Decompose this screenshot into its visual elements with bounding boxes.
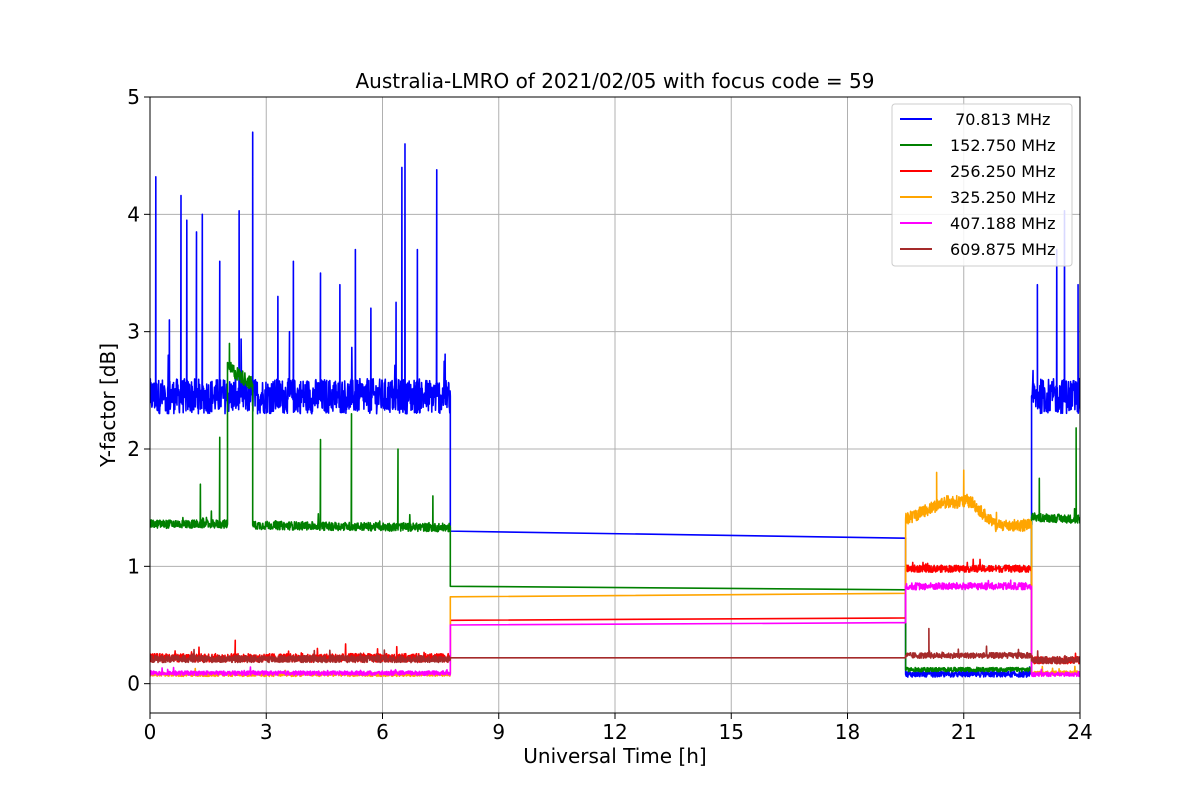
x-tick-label: 24 [1067, 720, 1092, 744]
y-tick-label: 2 [127, 437, 140, 461]
chart-title: Australia-LMRO of 2021/02/05 with focus … [355, 69, 874, 93]
x-tick-label: 9 [492, 720, 505, 744]
x-tick-label: 21 [951, 720, 976, 744]
legend-entry: 70.813 MHz [950, 110, 1050, 129]
series-layer [150, 131, 1080, 678]
y-tick-label: 4 [127, 202, 140, 226]
y-tick-label: 3 [127, 320, 140, 344]
x-axis-label: Universal Time [h] [523, 744, 706, 768]
series-line [150, 342, 1080, 673]
legend: 70.813 MHz 152.750 MHz 256.250 MHz 325.250 … [891, 103, 1073, 267]
x-tick-label: 12 [602, 720, 627, 744]
x-tick-label: 0 [144, 720, 157, 744]
y-tick-label: 0 [127, 672, 140, 696]
x-tick-label: 15 [719, 720, 744, 744]
series-line [150, 627, 1080, 665]
legend-entry: 256.250 MHz [950, 162, 1055, 181]
y-tick-label: 5 [127, 85, 140, 109]
x-tick-label: 18 [835, 720, 860, 744]
x-tick-label: 6 [376, 720, 389, 744]
series-line [150, 579, 1080, 678]
y-axis-label: Y-factor [dB] [96, 343, 120, 468]
legend-entry: 407.188 MHz [950, 214, 1055, 233]
legend-entry: 325.250 MHz [950, 188, 1055, 207]
x-tick-label: 3 [260, 720, 273, 744]
legend-entry: 609.875 MHz [950, 240, 1055, 259]
y-tick-label: 1 [127, 554, 140, 578]
legend-entry: 152.750 MHz [950, 136, 1055, 155]
legend-box [891, 103, 1073, 267]
